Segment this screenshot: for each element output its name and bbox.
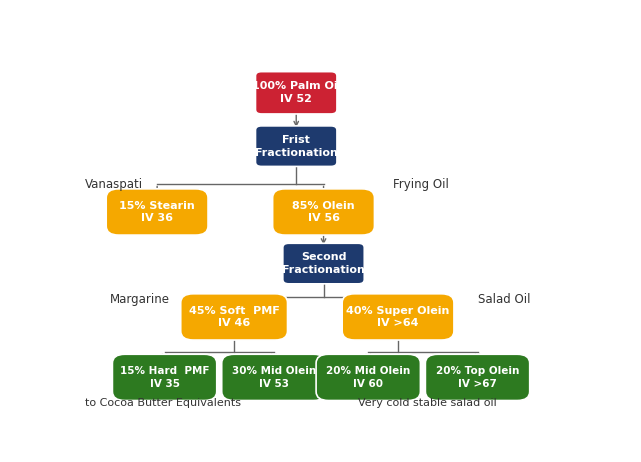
FancyBboxPatch shape (222, 354, 326, 401)
Text: 30% Mid Olein
IV 53: 30% Mid Olein IV 53 (232, 366, 316, 389)
FancyBboxPatch shape (316, 354, 420, 401)
Text: 40% Super Olein
IV >64: 40% Super Olein IV >64 (346, 305, 450, 328)
Text: 15% Hard  PMF
IV 35: 15% Hard PMF IV 35 (120, 366, 210, 389)
Text: to Cocoa Butter Equivalents: to Cocoa Butter Equivalents (85, 398, 241, 408)
Text: 20% Mid Olein
IV 60: 20% Mid Olein IV 60 (326, 366, 410, 389)
Text: Salad Oil: Salad Oil (478, 293, 530, 306)
FancyBboxPatch shape (426, 354, 529, 401)
FancyBboxPatch shape (342, 294, 454, 340)
FancyBboxPatch shape (256, 72, 337, 114)
FancyBboxPatch shape (181, 294, 288, 340)
FancyBboxPatch shape (272, 189, 374, 235)
Text: Margarine: Margarine (110, 293, 170, 306)
Text: Frying Oil: Frying Oil (393, 177, 449, 191)
Text: 15% Stearin
IV 36: 15% Stearin IV 36 (119, 201, 195, 223)
Text: Second
Fractionation: Second Fractionation (282, 252, 365, 275)
Text: Frist
Fractionation: Frist Fractionation (254, 135, 338, 158)
FancyBboxPatch shape (112, 354, 217, 401)
Text: 85% Olein
IV 56: 85% Olein IV 56 (292, 201, 355, 223)
Text: 100% Palm Oil
IV 52: 100% Palm Oil IV 52 (251, 81, 341, 104)
Text: 45% Soft  PMF
IV 46: 45% Soft PMF IV 46 (188, 305, 279, 328)
Text: Very cold stable salad oil: Very cold stable salad oil (358, 398, 497, 408)
FancyBboxPatch shape (283, 243, 364, 284)
Text: 20% Top Olein
IV >67: 20% Top Olein IV >67 (436, 366, 519, 389)
FancyBboxPatch shape (106, 189, 208, 235)
FancyBboxPatch shape (256, 126, 337, 166)
Text: Vanaspati: Vanaspati (85, 177, 143, 191)
